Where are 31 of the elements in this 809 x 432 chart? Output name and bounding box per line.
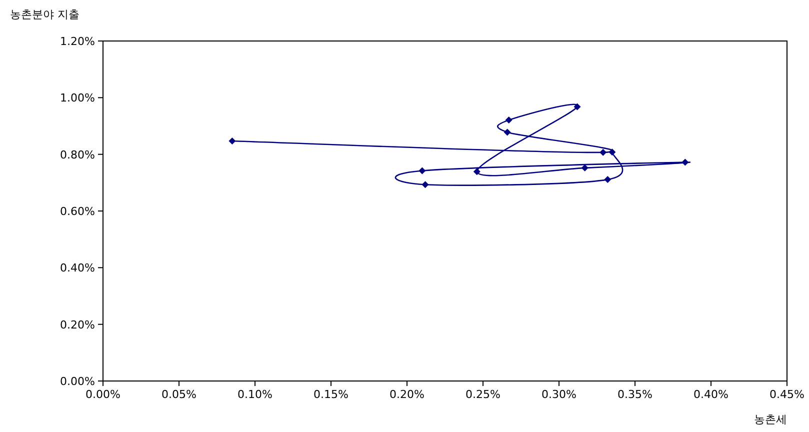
point [604,176,612,184]
point [505,116,512,124]
point [473,168,480,176]
y-tick-label: 0.20% [60,318,95,332]
point [574,103,581,110]
y-tick-label: 0.60% [60,205,95,218]
x-tick-label: 0.15% [314,388,348,401]
x-axis-title: 농촌세 [754,413,787,426]
x-tick-label: 0.20% [390,388,424,401]
point [682,158,689,166]
x-tick-label: 0.40% [694,388,728,401]
x-tick-label: 0.00% [86,388,120,401]
x-tick-label: 0.10% [238,388,272,401]
point [600,148,607,156]
point [418,167,426,174]
point [504,128,511,136]
y-tick-label: 0.40% [60,262,95,275]
x-tick-label: 0.30% [542,388,576,401]
y-tick-label: 0.00% [60,375,95,388]
point [422,181,429,188]
x-tick-label: 0.45% [770,388,804,401]
y-tick-label: 1.00% [60,92,95,105]
y-tick-label: 0.80% [60,148,95,162]
point [228,138,236,145]
x-tick-label: 0.25% [466,388,500,401]
point [581,164,588,172]
x-tick-label: 0.05% [162,388,196,401]
y-axis-title: 농촌분야 지출 [10,8,80,21]
x-tick-label: 0.35% [618,388,652,401]
point [608,148,616,156]
y-tick-label: 1.20% [60,35,95,48]
